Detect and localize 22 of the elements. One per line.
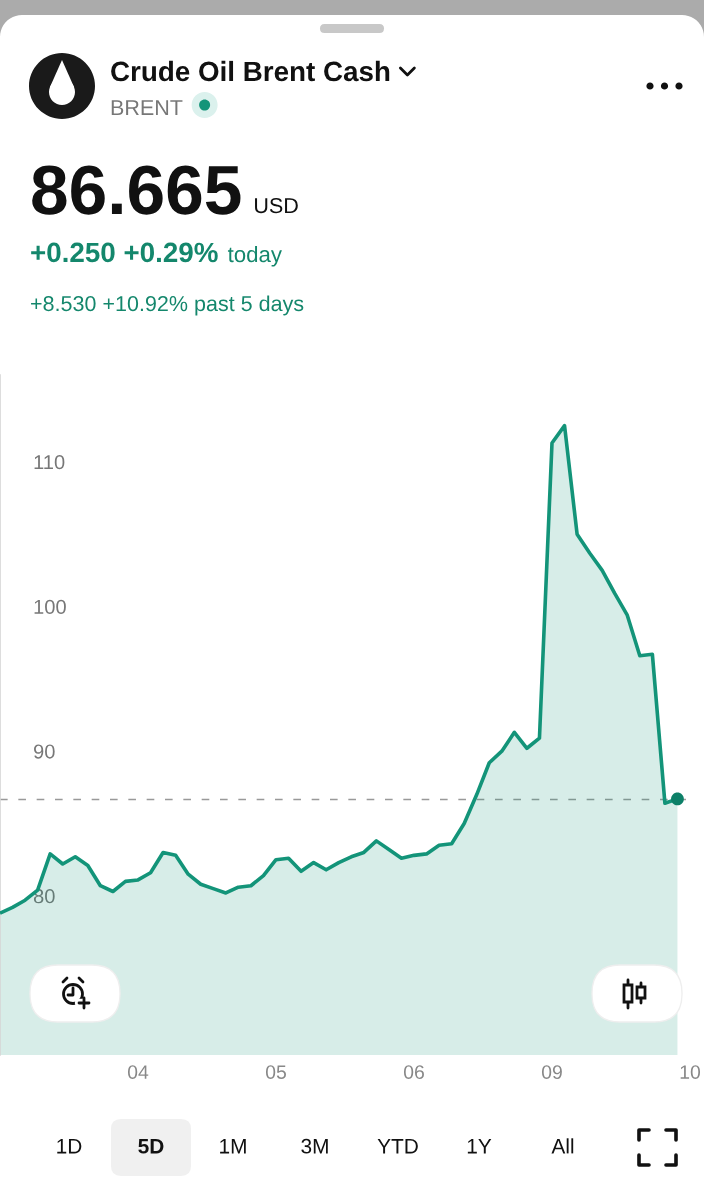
text: All (551, 1138, 574, 1154)
chart-title: Crude Oil Brent Cash (111, 60, 390, 82)
text: +0.250 +0.29% (31, 242, 218, 263)
chart-subtitle: BRENT (111, 100, 183, 115)
y-tick-label: 100 (34, 599, 66, 614)
x-tick-label: 04 (127, 1065, 149, 1079)
text: +8.530 +10.92% past 5 days (31, 295, 304, 316)
x-tick-label: 06 (403, 1065, 424, 1079)
x-tick-label: 09 (541, 1065, 562, 1079)
text: 3M (301, 1138, 328, 1154)
x-tick-label: 10 (680, 1065, 701, 1079)
text: 1Y (467, 1139, 492, 1154)
x-tick-label: 05 (265, 1065, 286, 1079)
text: 5D (138, 1139, 164, 1154)
y-tick-label: 110 (34, 455, 65, 470)
text: 1D (57, 1139, 82, 1154)
text: 1M (220, 1139, 246, 1154)
text: YTD (377, 1139, 418, 1154)
y-tick-label: 90 (34, 744, 55, 759)
text: 86.665 (32, 165, 241, 215)
text: today (227, 245, 282, 267)
text: USD (255, 197, 298, 214)
